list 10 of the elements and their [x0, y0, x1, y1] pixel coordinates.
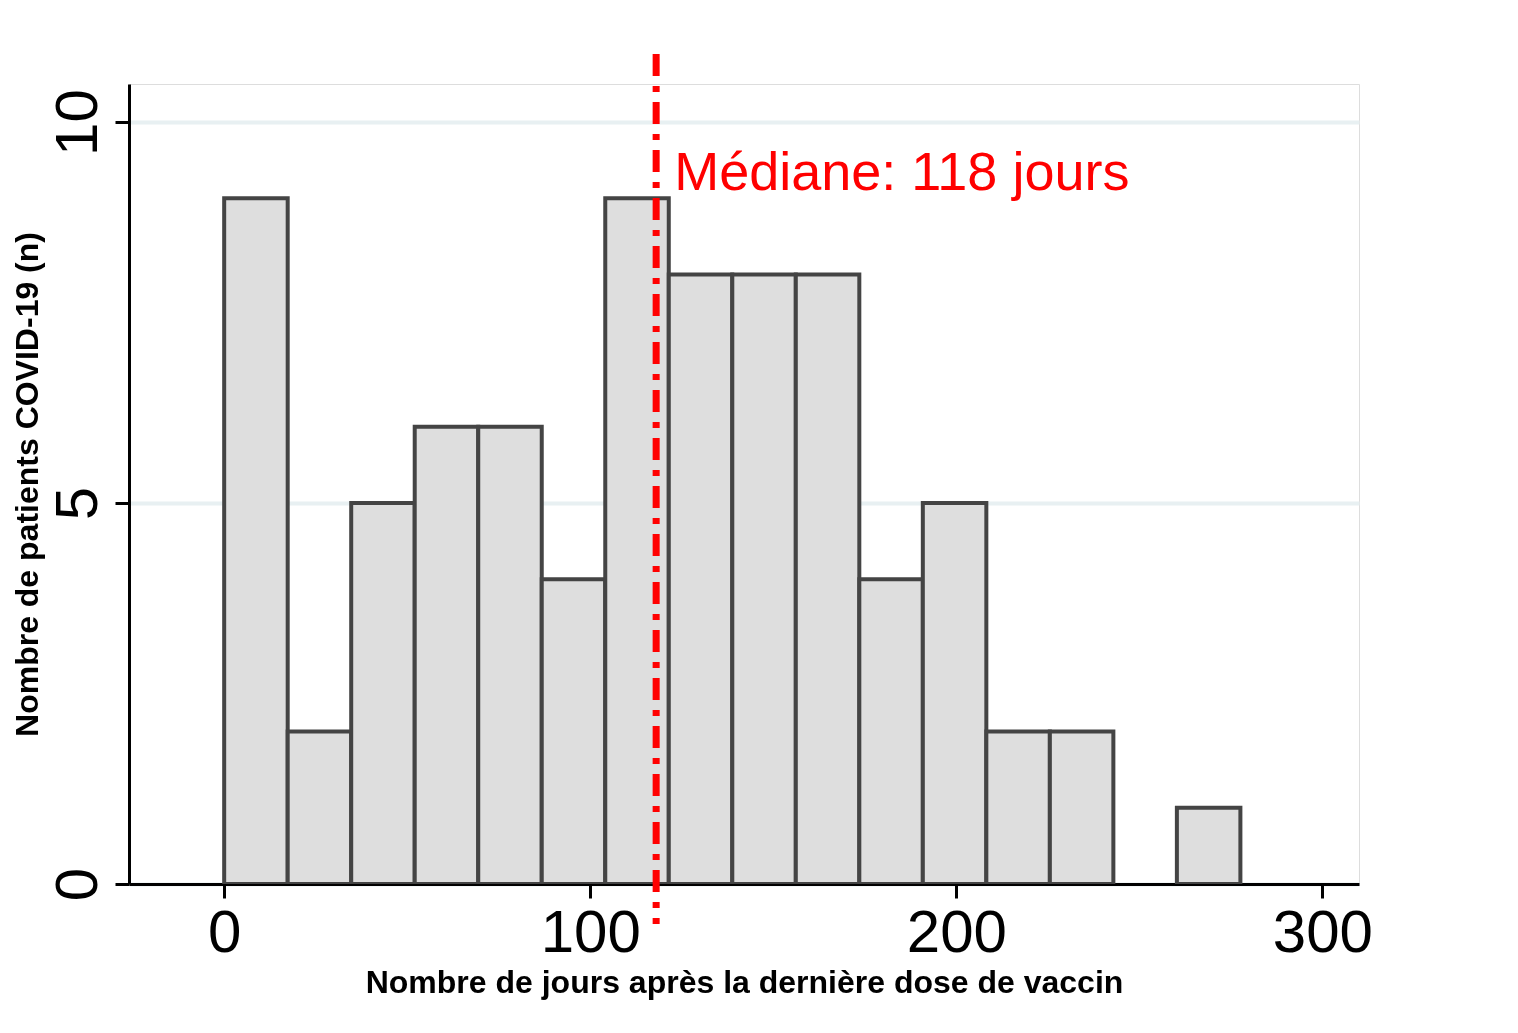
x-tick-label: 100 [540, 897, 641, 965]
x-tick-label: 0 [207, 897, 242, 965]
y-tick-label: 5 [42, 486, 110, 521]
y-tick-label: 0 [42, 867, 110, 902]
x-tick-label: 300 [1272, 897, 1373, 965]
x-axis-title: Nombre de jours après la dernière dose de vaccin [365, 963, 1124, 1000]
y-axis-title: Nombre de patients COVID-19 (n) [8, 232, 45, 737]
x-tick-label: 200 [906, 897, 1007, 965]
ref-line-label: Médiane: 118 jours [674, 141, 1130, 201]
y-tick-label: 10 [42, 89, 110, 156]
